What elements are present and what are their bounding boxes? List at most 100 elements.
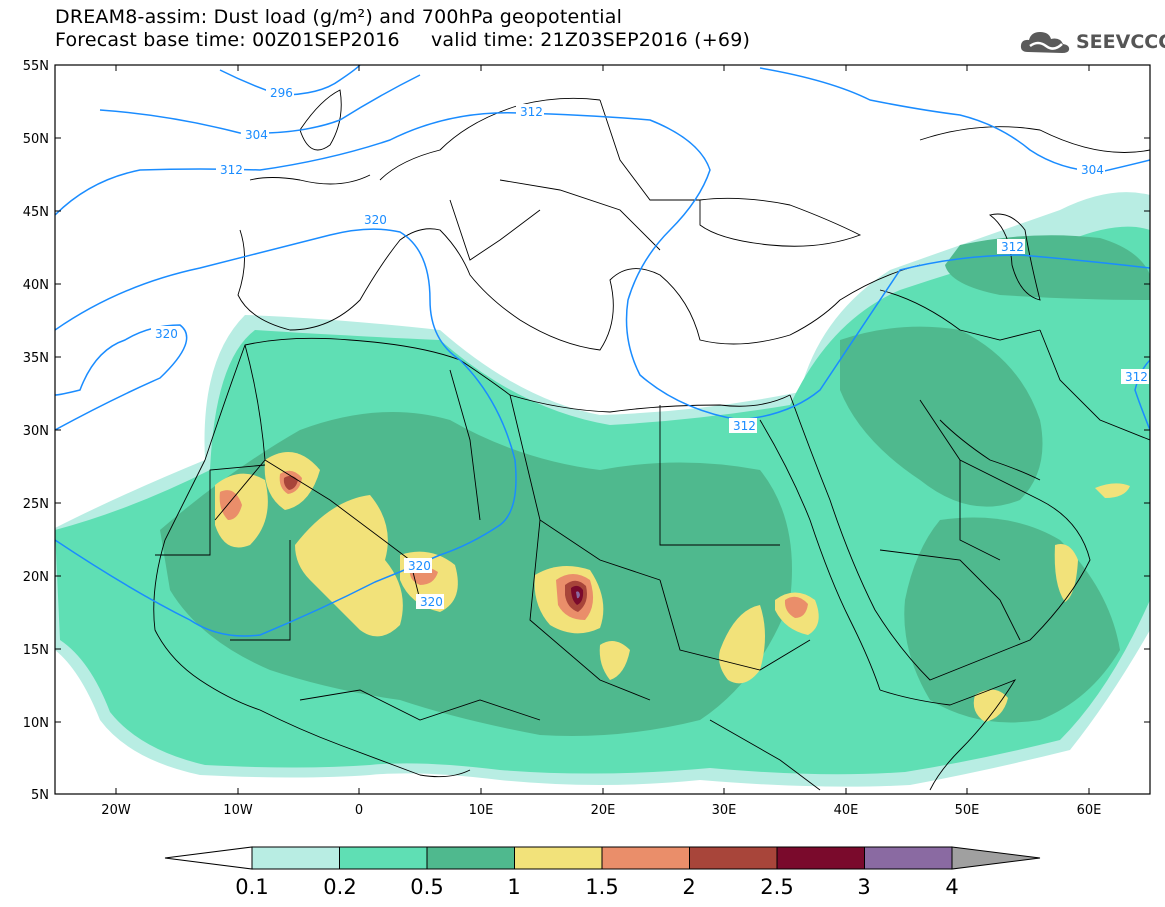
colorbar-label: 2.5: [760, 875, 793, 899]
contour-label: 320: [155, 327, 178, 341]
coast-med-north: [237, 228, 921, 351]
contour-label: 304: [1081, 163, 1104, 177]
lon-label: 10E: [469, 803, 494, 818]
dust-band-1-g: [719, 605, 765, 684]
dust-band-1-c: [295, 495, 403, 637]
border-1: [214, 344, 266, 521]
border-18: [299, 689, 541, 721]
colorbar-label: 0.5: [410, 875, 443, 899]
map-title: DREAM8-assim: Dust load (g/m²) and 700hP…: [55, 6, 623, 28]
lat-label: 30N: [23, 424, 49, 439]
colorbar-box: [689, 846, 778, 870]
coast-north-sea: [379, 97, 601, 181]
lat-label: 45N: [23, 205, 49, 220]
border-2: [264, 459, 421, 601]
colorbar-label: 0.2: [323, 875, 356, 899]
contour-label: 320: [364, 213, 387, 227]
border-4: [509, 394, 661, 581]
colorbar-label: 0.1: [235, 875, 268, 899]
dust-band-0.5-caspian: [945, 235, 1150, 300]
colorbar-label: 3: [857, 875, 870, 899]
contour-304-west: [99, 74, 421, 134]
lon-label: 0: [355, 803, 363, 818]
dust-band-1-k: [1095, 483, 1130, 498]
border-17: [919, 126, 1150, 153]
contour-label: 312: [1125, 370, 1148, 384]
border-3: [449, 369, 481, 521]
contour-label: 320: [408, 559, 431, 573]
dust-band-3: [576, 591, 580, 599]
colorbar-label: 1.5: [585, 875, 618, 899]
forecast-time-line: Forecast base time: 00Z01SEP2016 valid t…: [55, 29, 751, 51]
logo-text: SEEVCCC: [1076, 31, 1165, 53]
lat-label: 5N: [31, 788, 49, 803]
contour-label: 312: [520, 105, 543, 119]
black-sea: [699, 197, 862, 247]
border-7: [230, 540, 291, 641]
dust-band-1.5-a: [219, 490, 242, 520]
lon-label: 30E: [712, 803, 737, 818]
persian-gulf: [939, 419, 1041, 481]
dust-band-1-f: [599, 641, 630, 680]
border-11: [959, 460, 1001, 561]
lat-label: 35N: [23, 351, 49, 366]
colorbar-box: [864, 846, 953, 870]
britain: [299, 89, 342, 151]
latitude-axis: 55N 50N 45N 40N 35N 30N 25N 20N 15N 10N …: [23, 59, 1150, 803]
contour-312-main: [55, 111, 1150, 421]
coast-red-sea-west: [759, 419, 881, 691]
lon-label: 20E: [591, 803, 616, 818]
colorbar-over-arrow: [951, 846, 1041, 870]
lon-label: 10W: [223, 803, 253, 818]
cloud-icon: [1020, 32, 1070, 53]
contour-312-east: [1134, 359, 1150, 431]
contour-label: 320: [420, 595, 443, 609]
contour-label: 312: [220, 163, 243, 177]
colorbar-box: [251, 846, 340, 870]
coast-arabia: [789, 394, 1091, 681]
colorbar: 0.1 0.2 0.5 1 1.5 2 2.5 3 4: [164, 846, 1041, 899]
lat-label: 40N: [23, 278, 49, 293]
colorbar-box: [514, 846, 603, 870]
dust-band-0.5-middle-east: [840, 326, 1043, 507]
coast-west-africa: [153, 459, 471, 778]
dust-band-2-a: [283, 475, 298, 490]
lon-label: 40E: [834, 803, 859, 818]
lat-label: 55N: [23, 59, 49, 74]
contour-label: 296: [270, 86, 293, 100]
contour-labels: 296 304 312 312 320 320 320 320 312 312 …: [151, 85, 1149, 609]
coastlines: [153, 89, 1150, 791]
longitude-axis: 20W 10W 0 10E 20E 30E 40E 50E 60E: [101, 65, 1101, 818]
colorbar-box: [426, 846, 515, 870]
border-19: [709, 719, 821, 791]
lat-label: 15N: [23, 643, 49, 658]
colorbar-box: [601, 846, 690, 870]
contour-label: 312: [733, 419, 756, 433]
colorbar-label: 1: [507, 875, 520, 899]
dust-load-field: [55, 192, 1150, 787]
colorbar-label: 4: [945, 875, 958, 899]
contour-label: 304: [245, 128, 268, 142]
contour-label: 312: [1001, 240, 1024, 254]
lat-label: 10N: [23, 716, 49, 731]
coast-biscay: [249, 174, 371, 185]
contour-296: [219, 65, 361, 96]
colorbar-label: 2: [682, 875, 695, 899]
colorbar-boxes: [251, 846, 953, 870]
contour-320-main: [55, 228, 517, 637]
colorbar-box: [776, 846, 865, 870]
border-16: [449, 199, 541, 261]
border-5: [659, 405, 780, 546]
border-8: [155, 464, 266, 556]
border-9: [659, 579, 811, 671]
border-10: [879, 549, 1021, 641]
coast-horn: [879, 679, 1017, 791]
lon-label: 50E: [955, 803, 980, 818]
border-12: [879, 289, 1041, 341]
lat-label: 25N: [23, 497, 49, 512]
border-15: [499, 179, 661, 251]
seevccc-logo: SEEVCCC: [1018, 27, 1165, 57]
border-6: [529, 519, 651, 701]
lon-label: 20W: [101, 803, 131, 818]
dust-band-1-j: [1054, 544, 1078, 602]
